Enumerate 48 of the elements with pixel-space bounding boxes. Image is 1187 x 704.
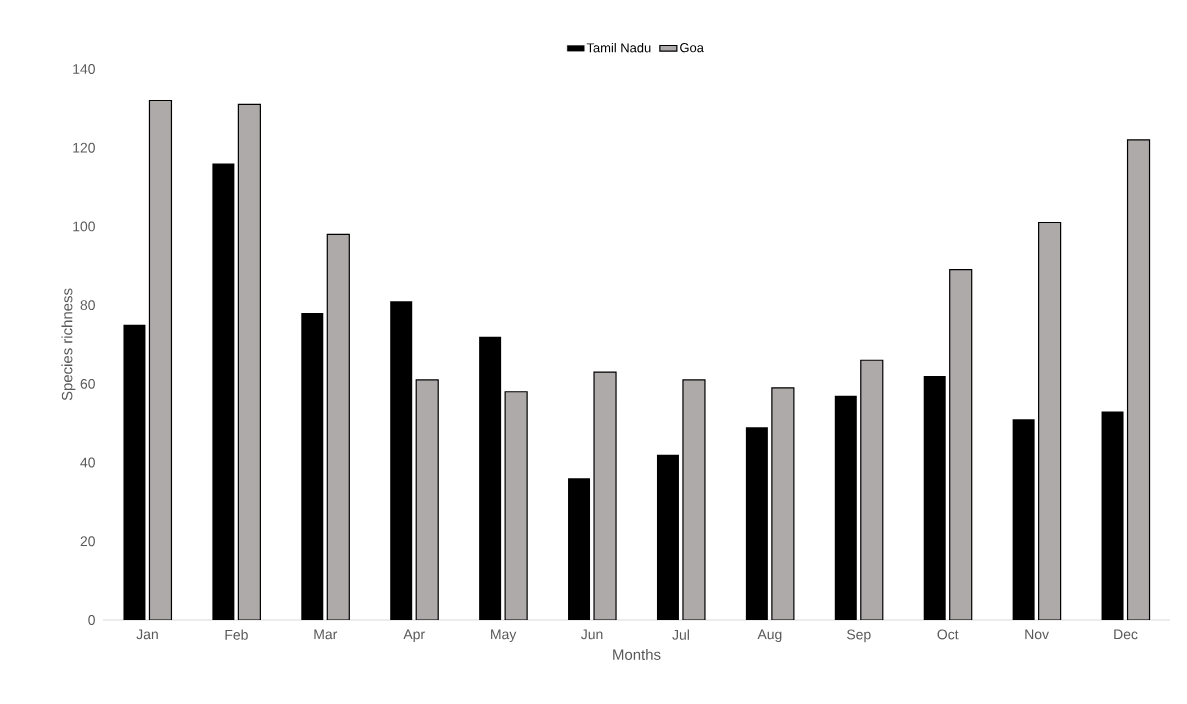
bar (834, 395, 857, 620)
bar (504, 391, 528, 620)
x-tick-label: Apr (403, 629, 425, 643)
bar (771, 387, 795, 620)
y-tick-label: 120 (73, 142, 95, 153)
y-axis-title: Species richness (61, 288, 76, 401)
bar (1101, 411, 1124, 620)
x-tick-label: Jul (672, 629, 689, 640)
bar (301, 313, 324, 620)
x-tick-label: Jun (581, 629, 603, 640)
x-tick-label: Nov (1025, 629, 1049, 640)
x-axis-title: Months (613, 648, 661, 660)
bar (390, 301, 413, 620)
bar (949, 269, 973, 620)
bar (212, 163, 235, 620)
y-tick-label: 60 (80, 378, 95, 389)
bar (123, 324, 146, 620)
bar (479, 336, 502, 620)
bar (148, 99, 173, 620)
legend-label: Goa (680, 43, 704, 53)
x-tick-label: Dec (1114, 629, 1138, 640)
x-tick-label: May (491, 629, 517, 643)
y-tick-label: 20 (80, 536, 95, 547)
bar (1038, 221, 1062, 620)
bar (745, 427, 768, 620)
bar (1126, 139, 1151, 620)
bar (923, 375, 946, 620)
x-tick-label: Mar (314, 629, 338, 640)
bar (593, 371, 617, 620)
bar (415, 379, 439, 620)
y-tick-label: 40 (80, 457, 95, 468)
bar (326, 233, 350, 620)
bar (1012, 419, 1035, 620)
bar (656, 454, 679, 620)
bar (860, 359, 884, 620)
x-tick-label: Aug (757, 629, 782, 643)
x-tick-label: Feb (225, 629, 248, 640)
bar (568, 478, 591, 620)
y-tick-label: 0 (88, 615, 95, 625)
bar (682, 379, 706, 620)
x-tick-label: Jan (136, 629, 158, 640)
legend-label: Tamil Nadu (586, 42, 651, 53)
y-tick-label: 100 (73, 221, 95, 232)
y-tick-label: 140 (73, 64, 95, 74)
y-tick-label: 80 (80, 300, 95, 311)
bar (237, 103, 261, 620)
x-tick-label: Oct (937, 629, 959, 640)
x-tick-label: Sep (847, 629, 871, 643)
